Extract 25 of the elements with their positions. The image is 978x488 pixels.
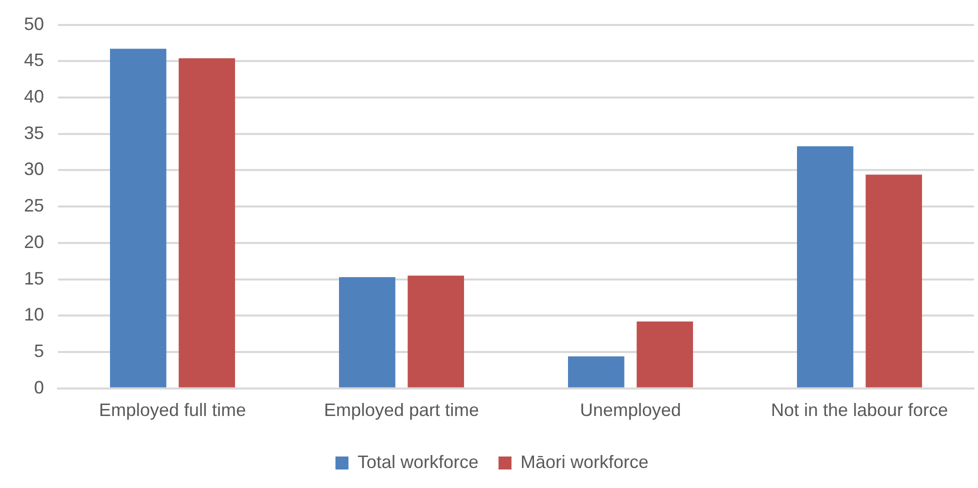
y-tick-label: 20 xyxy=(24,232,44,252)
y-tick-label: 0 xyxy=(34,377,44,398)
y-tick-label: 50 xyxy=(24,14,44,34)
bar xyxy=(408,276,464,388)
bar xyxy=(110,48,166,388)
y-tick-label: 35 xyxy=(24,122,44,143)
x-tick-label: Not in the labour force xyxy=(770,400,948,420)
bar xyxy=(339,277,396,388)
y-tick-label: 5 xyxy=(34,341,44,362)
bar xyxy=(636,322,694,388)
legend-label: Māori workforce xyxy=(520,452,649,472)
bar xyxy=(568,356,624,388)
y-tick-label: 25 xyxy=(24,196,44,216)
x-tick-label: Employed full time xyxy=(98,400,246,420)
y-tick-label: 10 xyxy=(24,304,44,325)
bar xyxy=(866,174,922,388)
y-tick-label: 15 xyxy=(24,268,44,288)
bar xyxy=(796,146,854,388)
x-tick-label: Unemployed xyxy=(580,400,682,420)
legend-label: Total workforce xyxy=(357,452,479,472)
y-tick-label: 40 xyxy=(24,86,44,106)
bar xyxy=(178,58,236,388)
y-tick-label: 45 xyxy=(24,50,44,70)
y-tick-label: 30 xyxy=(24,159,44,180)
x-tick-label: Employed part time xyxy=(324,400,480,420)
